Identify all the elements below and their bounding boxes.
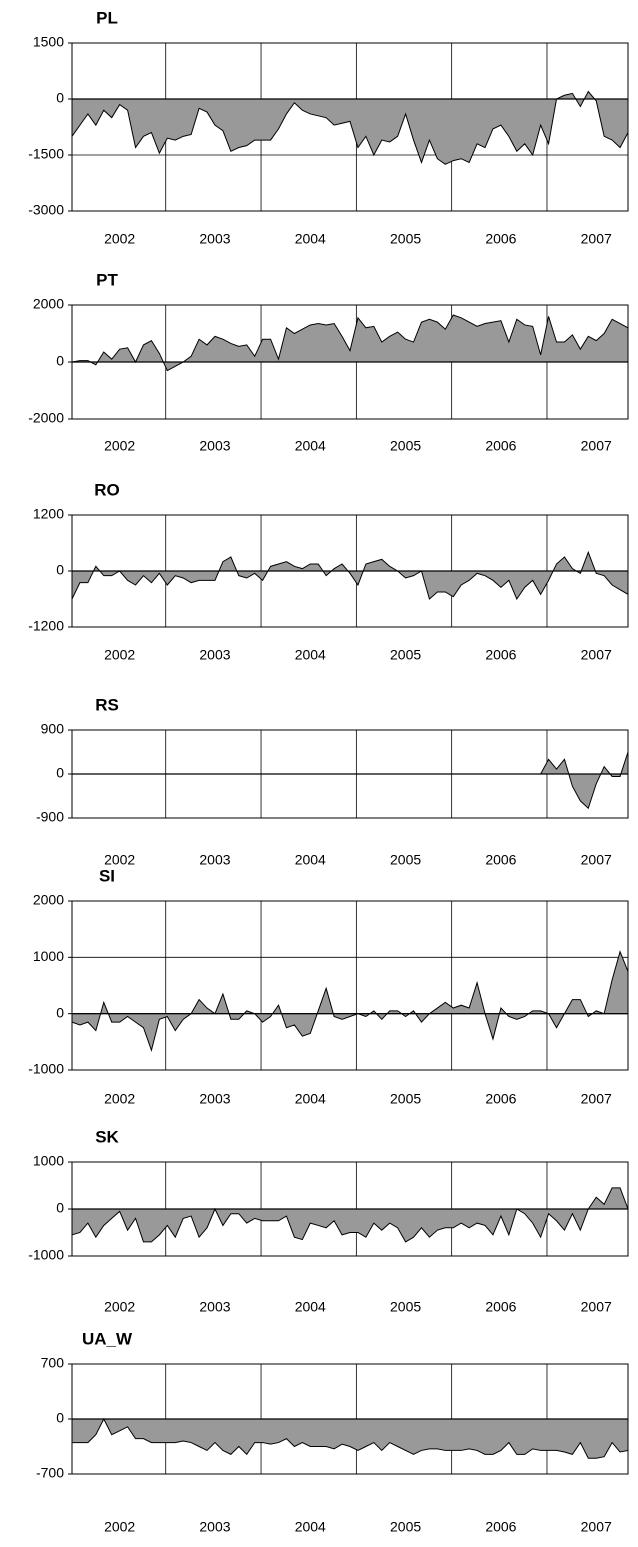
y-tick-label: 0 [56,1004,64,1020]
y-tick-label: -700 [36,1465,64,1481]
x-tick-label: 2007 [581,852,612,868]
plot-frame [71,304,629,420]
plot-frame [71,729,629,819]
y-tick-label: -1000 [28,1061,64,1077]
x-tick-label: 2002 [104,438,135,454]
x-tick-label: 2005 [390,852,421,868]
plot-frame [71,1363,629,1475]
plot-frame [71,42,629,212]
x-tick-label: 2007 [581,1091,612,1107]
y-tick-label: -1500 [28,146,64,162]
x-tick-label: 2006 [485,231,516,247]
y-tick-label: -1000 [28,1247,64,1263]
y-tick-label: -1200 [28,618,64,634]
x-tick-label: 2007 [581,231,612,247]
y-tick-label: -900 [36,809,64,825]
x-tick-label: 2007 [581,1519,612,1535]
plot-frame [71,1161,629,1257]
x-tick-label: 2005 [390,1091,421,1107]
x-tick-label: 2006 [485,1091,516,1107]
area [71,314,629,372]
x-tick-label: 2006 [485,647,516,663]
x-tick-label: 2005 [390,438,421,454]
y-tick-label: 0 [56,1410,64,1426]
x-tick-label: 2003 [199,1519,230,1535]
x-tick-label: 2006 [485,438,516,454]
x-tick-label: 2004 [295,1519,326,1535]
chart-title: SI [99,866,115,885]
x-tick-label: 2002 [104,1519,135,1535]
chart-title: RO [94,480,120,499]
chart-title: RS [95,695,119,714]
chart-title: UA_W [82,1329,133,1348]
chart-title: SK [95,1127,119,1146]
x-tick-label: 2003 [199,1299,230,1315]
x-tick-label: 2003 [199,647,230,663]
x-tick-label: 2004 [295,1091,326,1107]
area [71,1417,629,1459]
y-tick-label: -3000 [28,202,64,218]
x-tick-label: 2002 [104,852,135,868]
y-tick-label: 2000 [33,296,64,312]
area [71,550,629,601]
y-tick-label: 1200 [33,506,64,522]
x-tick-label: 2006 [485,1299,516,1315]
y-tick-label: 1000 [33,1153,64,1169]
x-tick-label: 2004 [295,1299,326,1315]
plot-frame [71,900,629,1071]
x-tick-label: 2007 [581,647,612,663]
y-tick-label: 0 [56,562,64,578]
x-tick-label: 2006 [485,852,516,868]
x-tick-label: 2007 [581,438,612,454]
chart-title: PT [96,270,118,289]
x-tick-label: 2004 [295,647,326,663]
plot-frame [71,514,629,628]
x-tick-label: 2007 [581,1299,612,1315]
area [539,751,629,810]
x-tick-label: 2003 [199,438,230,454]
y-tick-label: -2000 [28,410,64,426]
x-tick-label: 2002 [104,1091,135,1107]
y-tick-label: 900 [41,721,65,737]
x-tick-label: 2003 [199,231,230,247]
x-tick-label: 2002 [104,1299,135,1315]
y-tick-label: 0 [56,1200,64,1216]
y-tick-label: 0 [56,353,64,369]
y-tick-label: 0 [56,765,64,781]
chart-title: PL [96,8,118,27]
x-tick-label: 2005 [390,1299,421,1315]
x-tick-label: 2003 [199,852,230,868]
x-tick-label: 2004 [295,231,326,247]
x-tick-label: 2002 [104,231,135,247]
x-tick-label: 2004 [295,438,326,454]
y-tick-label: 0 [56,90,64,106]
x-tick-label: 2003 [199,1091,230,1107]
x-tick-label: 2004 [295,852,326,868]
x-tick-label: 2002 [104,647,135,663]
x-tick-label: 2005 [390,1519,421,1535]
y-tick-label: 700 [41,1355,65,1371]
y-tick-label: 1000 [33,948,64,964]
y-tick-label: 2000 [33,892,64,908]
x-tick-label: 2006 [485,1519,516,1535]
y-tick-label: 1500 [33,34,64,50]
area [71,950,629,1052]
x-tick-label: 2005 [390,231,421,247]
x-tick-label: 2005 [390,647,421,663]
area [71,90,629,165]
area [71,1187,629,1243]
